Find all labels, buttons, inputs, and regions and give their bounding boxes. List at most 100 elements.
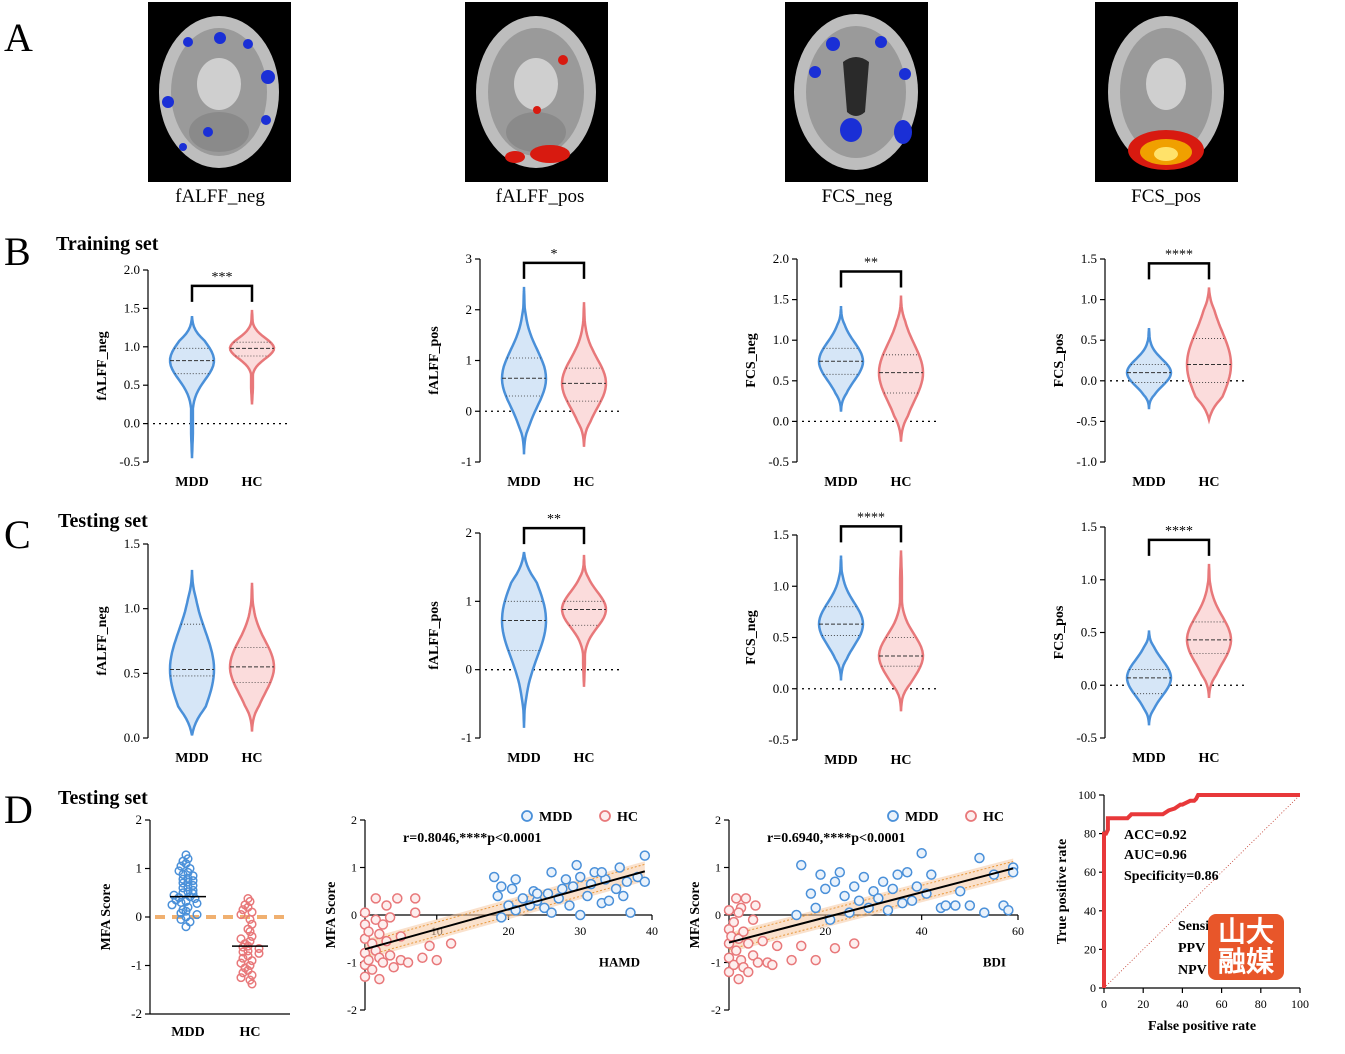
violin-chart-5-y-label: fALFF_neg (95, 606, 110, 675)
scatter-hamd-point-hc (374, 973, 385, 985)
dot-plot-point-mdd (183, 887, 193, 897)
scatter-bdi-point-mdd (853, 895, 865, 906)
scatter-bdi-point-mdd (954, 886, 966, 897)
scatter-hamd-point-mdd (625, 907, 636, 918)
watermark-logo: 山大 融媒 (1208, 914, 1284, 980)
scatter-hamd-point-mdd (546, 867, 557, 878)
violin-chart-6-hc-violin (560, 554, 608, 687)
violin-chart-7-x-label-mdd: MDD (824, 753, 857, 768)
dot-plot-point-mdd (176, 861, 186, 871)
scatter-bdi-point-mdd (829, 876, 841, 887)
scatter-bdi-point-mdd (834, 867, 846, 878)
scatter-bdi-point-hc (747, 950, 759, 961)
scatter-bdi-point-hc (767, 959, 778, 971)
brain-label-falff-neg: fALFF_neg (175, 186, 265, 207)
violin-chart-8-y-label: FCS_pos (1052, 605, 1067, 659)
scatter-hamd-point-mdd (596, 867, 608, 878)
violin-chart-7-y-tick-label: 1.0 (773, 578, 789, 593)
scatter-bdi-point-mdd (796, 859, 807, 871)
scatter-bdi-point-hc (738, 926, 749, 937)
scatter-hamd-point-mdd (564, 900, 575, 911)
scatter-hamd-point-hc (384, 912, 396, 923)
brain-map-fcs-neg (785, 2, 928, 182)
violin-chart-3-y-label: FCS_neg (744, 333, 759, 387)
scatter-bdi-point-mdd (848, 881, 860, 892)
violin-chart-4-y-tick-label: 1.0 (1081, 292, 1097, 307)
scatter-bdi-point-hc (796, 940, 807, 952)
panel-letter-b: B (4, 229, 31, 274)
scatter-bdi-point-mdd (868, 886, 879, 897)
violin-chart-6-x-label-hc: HC (574, 751, 595, 766)
violin-chart-2-y-tick-label: 1 (466, 353, 473, 368)
violin-chart-1-sig-bracket (190, 284, 254, 302)
violin-chart-6-y-tick-label: 2 (466, 525, 473, 540)
roc-chart-x-tick-label: 60 (1216, 997, 1228, 1011)
dot-plot-point-hc (236, 973, 246, 983)
scatter-hamd-point-hc (374, 928, 385, 940)
scatter-hamd-point-mdd (618, 890, 629, 902)
dot-plot-point-hc (245, 960, 255, 971)
dot-plot-y-label: MFA Score (99, 884, 114, 951)
dot-plot-point-hc (238, 905, 248, 915)
violin-chart-1-mdd-violin (168, 315, 216, 459)
violin-chart-4-x-label-mdd: MDD (1132, 475, 1165, 490)
brain-label-fcs-pos: FCS_pos (1131, 186, 1201, 207)
violin-chart-8-y-tick-label: -0.5 (1076, 730, 1097, 745)
violin-chart-7-sig-bracket (839, 525, 903, 543)
roc-chart-y-tick-label: 40 (1084, 904, 1096, 918)
roc-chart-x-tick-label: 40 (1176, 997, 1188, 1011)
violin-chart-5-y-tick-label: 0.0 (124, 730, 140, 745)
scatter-bdi-point-hc (786, 954, 797, 966)
violin-chart-6-sig-bracket (522, 526, 586, 545)
scatter-bdi-point-hc (728, 959, 740, 971)
scatter-hamd-fit-line (364, 870, 646, 951)
scatter-hamd-point-hc (370, 893, 382, 904)
violin-chart-8-x-label-mdd: MDD (1132, 751, 1165, 766)
scatter-hamd-point-mdd (506, 883, 518, 895)
violin-chart-2-y-tick-label: 3 (466, 251, 473, 266)
scatter-bdi-point-hc (752, 957, 764, 968)
scatter-bdi-point-mdd (810, 902, 821, 914)
scatter-bdi-point-mdd (805, 888, 817, 899)
panel-letter-d: D (4, 787, 33, 832)
scatter-hamd-point-hc (377, 957, 389, 968)
violin-chart-1-y-tick-label: 0.5 (124, 377, 140, 392)
scatter-bdi-point-mdd (911, 881, 923, 892)
brain-map-falff-pos-graphic (476, 16, 596, 168)
violin-chart-6-sig-label: ** (547, 512, 561, 527)
scatter-bdi-point-hc (757, 935, 768, 947)
dot-plot-y-tick-label: 0 (136, 909, 143, 924)
roc-chart-metric: ACC=0.92 (1124, 828, 1187, 843)
scatter-bdi-point-mdd (877, 876, 889, 887)
scatter-bdi-legend-mdd-marker (887, 810, 899, 822)
violin-chart-2-mdd-violin (500, 286, 548, 455)
scatter-bdi-point-hc (730, 945, 742, 956)
scatter-hamd-y-tick-label: 1 (351, 861, 357, 875)
violin-chart-2-y-tick-label: -1 (461, 454, 472, 469)
scatter-bdi-y-tick-label: -2 (711, 1003, 721, 1017)
dot-plot-point-mdd (169, 890, 179, 900)
scatter-hamd-legend-hc-marker (599, 810, 611, 822)
dot-plot-point-hc (247, 979, 257, 989)
scatter-hamd-point-hc (381, 900, 392, 911)
scatter-hamd-annotation: r=0.8046,****p<0.0001 (403, 831, 541, 846)
violin-chart-6-mdd-violin (500, 551, 548, 728)
violin-chart-4-y-tick-label: -0.5 (1076, 413, 1097, 428)
scatter-bdi-x-tick-label: 60 (1012, 924, 1024, 938)
scatter-bdi-x-label: BDI (983, 955, 1006, 970)
scatter-bdi-point-mdd (1003, 905, 1014, 916)
violin-chart-7-y-tick-label: 0.0 (773, 681, 789, 696)
watermark-line-1: 山大 (1217, 915, 1274, 948)
dot-plot-point-hc (254, 948, 264, 958)
roc-chart-y-tick-label: 20 (1084, 942, 1096, 956)
testing-set-title-c: Testing set (58, 510, 148, 532)
scatter-hamd-point-hc (384, 950, 396, 961)
dot-plot-y-tick-label: 2 (136, 812, 143, 827)
scatter-hamd-point-mdd (546, 907, 557, 918)
violin-chart-6-x-label-mdd: MDD (507, 751, 540, 766)
violin-chart-5-y-tick-label: 1.0 (124, 601, 140, 616)
scatter-hamd-legend-mdd-label: MDD (539, 810, 572, 825)
panel-letter-a: A (4, 15, 33, 60)
scatter-hamd-point-hc (417, 952, 428, 963)
violin-chart-7-y-tick-label: -0.5 (768, 732, 789, 747)
